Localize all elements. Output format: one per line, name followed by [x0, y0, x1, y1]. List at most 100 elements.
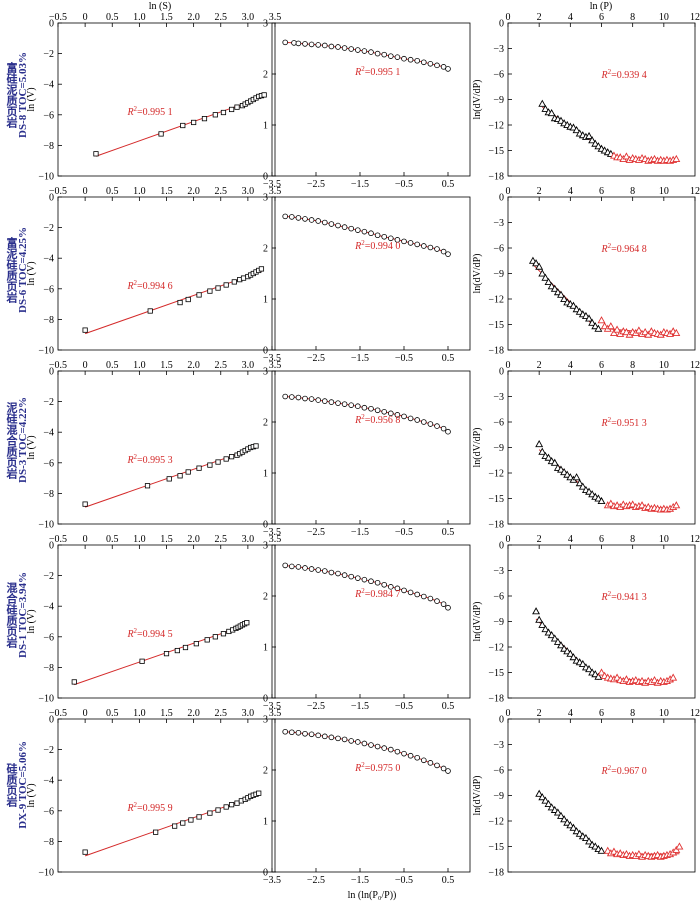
r3c3-xtick-label: 12: [690, 360, 700, 371]
r5c2-point: [302, 730, 308, 737]
r5c2-point: [374, 743, 381, 750]
r4c3-ytick-label: −12: [488, 643, 504, 654]
r4c3-point: [535, 615, 544, 623]
r4c2-point: [414, 591, 421, 598]
r2c1-point: [223, 282, 229, 288]
r3c2-point: [302, 395, 308, 402]
r3c3-xtick-label: 8: [630, 360, 635, 371]
r2c1-point: [231, 279, 237, 285]
r2c3-point: [641, 328, 650, 336]
r2c1-xtick-label: 0: [83, 186, 88, 197]
r2c3-point: [535, 262, 544, 270]
r1c3-ytick-label: 0: [499, 19, 504, 30]
r5c3-point: [585, 837, 593, 845]
r3c1-point: [253, 443, 259, 449]
r4c3-point: [550, 634, 559, 642]
r5c3-xtick-label: 12: [690, 708, 700, 719]
r2c3-point: [585, 314, 593, 322]
r4c3-xtick-label: 10: [659, 534, 669, 545]
r2c3-point: [560, 294, 569, 303]
r1c1-r2-label: R2=0.995 1: [126, 105, 172, 118]
r3c3-xtick-label: 4: [568, 360, 573, 371]
r2c2-point: [368, 230, 374, 237]
sample-zh-3: 泥硅混合质页岩: [5, 401, 17, 479]
r1c3-ytick-label: −12: [488, 121, 504, 132]
r5c1-ytick-label: −4: [43, 776, 54, 787]
r2c2-point: [341, 224, 348, 230]
r2c1-point: [185, 296, 191, 303]
r5c2-xtick-label: −1.5: [351, 875, 369, 886]
r3c2-point: [348, 402, 355, 408]
r4c2-plot-frame: [271, 544, 471, 699]
r3c3-ytick-label: 0: [499, 367, 504, 378]
r4c1-point: [244, 620, 250, 626]
r2c2-point: [335, 222, 341, 229]
r1c2-point: [427, 60, 434, 67]
r1c2-point: [445, 66, 451, 72]
r2c3-r2-label: R2=0.964 8: [601, 242, 647, 255]
r3c3-ytick-label: −3: [493, 392, 504, 403]
r1c3-ylabel: ln(dV/dP): [472, 80, 483, 120]
r5c2-point: [414, 754, 421, 761]
r4c3-xtick-label: 4: [568, 534, 573, 545]
r5c3-xtick-label: 8: [630, 708, 635, 719]
r3c1-point: [228, 454, 235, 460]
r2c1-xtick-label: 3.0: [242, 186, 255, 197]
r5c3-point: [603, 846, 612, 854]
r5c1-xtick-label: 2.5: [215, 708, 228, 719]
top-axis-label-left: ln (S): [149, 1, 172, 12]
r3c1-plot-frame: [57, 370, 276, 525]
r1c1-point: [220, 109, 227, 116]
r1c3-r2-label: R2=0.939 4: [601, 68, 647, 81]
r5c3-ylabel: ln(dV/dP): [472, 776, 483, 816]
r5c1-point: [228, 802, 235, 808]
r4c1-point: [139, 658, 145, 664]
r5c2-point: [335, 735, 341, 742]
r1c1-point: [180, 122, 186, 129]
r3c3-ytick-label: −15: [488, 494, 504, 505]
r4c2-xtick-label: −2.5: [307, 701, 325, 712]
r2c2-ytick-label: 2: [263, 244, 268, 255]
r5c3-ytick-label: −6: [493, 766, 504, 777]
r5c2-point: [420, 757, 427, 764]
r3c1-xtick-label: 3.5: [269, 360, 282, 371]
r3c2-ytick-label: 0: [263, 520, 268, 531]
r4c2-point: [295, 564, 302, 570]
r3c1-point: [207, 462, 213, 468]
r2c3-point: [538, 269, 547, 277]
r3c1-r2-label: R2=0.995 3: [126, 453, 172, 466]
r5c1-point: [153, 829, 159, 835]
r3c3-point: [535, 439, 544, 448]
r3c1-ytick-label: −8: [43, 489, 54, 500]
r3c1-xtick-label: 2.5: [215, 360, 228, 371]
r3c2-point: [394, 412, 401, 418]
r1c1-ytick-label: −2: [43, 49, 54, 60]
r2c2-point: [420, 243, 427, 249]
r5c1-ylabel: ln (V): [26, 783, 37, 807]
r4c2-point: [407, 589, 414, 596]
r2c1-plot-frame: [57, 196, 276, 351]
r4c3-point: [591, 670, 600, 678]
r3c1-ytick-label: −4: [43, 428, 54, 439]
r3c1-point: [82, 501, 88, 507]
r4c3-point: [532, 607, 541, 615]
r5c1-point: [234, 800, 240, 806]
r4c1-ytick-label: 0: [49, 541, 54, 552]
r3c1-point: [177, 473, 183, 479]
r5c2-ytick-label: 2: [263, 766, 268, 777]
r5c3-xtick-label: 0: [506, 708, 511, 719]
r3c2-point: [361, 404, 368, 411]
r2c3-point: [594, 324, 603, 332]
r2c2-xtick-label: −2.5: [307, 353, 325, 364]
r1c3-point: [622, 152, 631, 160]
r4c3-point: [557, 641, 565, 649]
r3c1-point: [166, 476, 172, 482]
r3c2-point: [407, 415, 414, 422]
r3c3-point: [572, 473, 581, 481]
r3c2-point: [295, 394, 302, 401]
r2c1-xtick-label: −0.5: [49, 186, 67, 197]
r5c3-point: [597, 846, 606, 854]
r4c3-point: [597, 668, 606, 676]
r1c2-ytick-label: 1: [263, 121, 268, 132]
r4c2-point: [381, 581, 388, 588]
